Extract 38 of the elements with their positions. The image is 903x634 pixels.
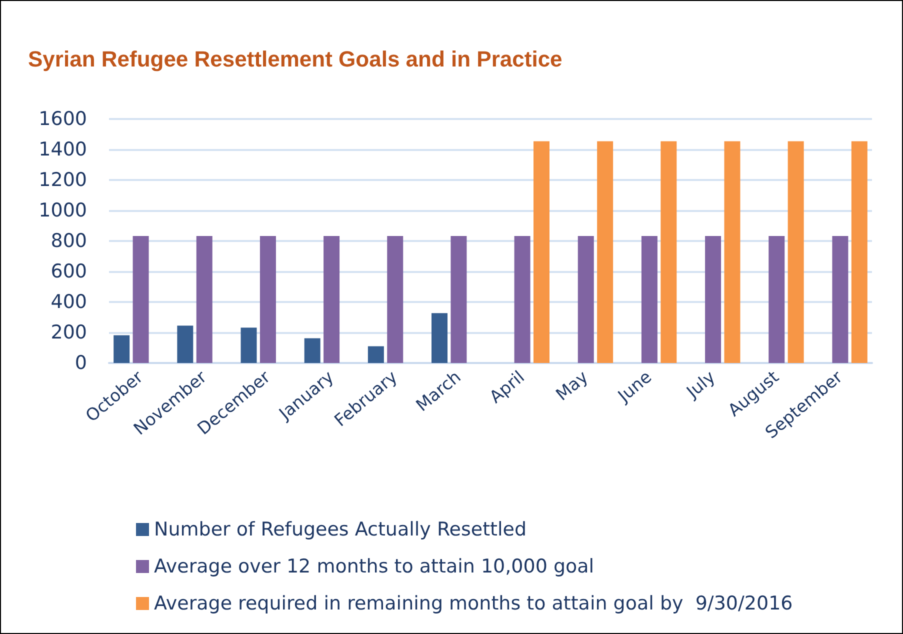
y-tick-label: 600 (50, 260, 87, 282)
bar (851, 141, 868, 363)
bar (832, 236, 848, 363)
bar (514, 236, 530, 363)
legend-label: Average required in remaining months to attain goal by 9/30/2016 (154, 592, 793, 614)
bar (324, 236, 340, 363)
y-tick-label: 800 (50, 230, 87, 252)
bar (432, 313, 448, 363)
y-tick-label: 1000 (38, 200, 87, 222)
y-tick-label: 1200 (38, 169, 87, 191)
bar (132, 236, 149, 363)
bar (114, 335, 130, 363)
y-tick-label: 0 (74, 352, 87, 374)
bar (240, 328, 257, 363)
bar (533, 141, 550, 363)
y-tick-label: 200 (50, 322, 87, 344)
x-tick-label: May (552, 367, 592, 406)
bar (304, 338, 320, 363)
legend-label: Average over 12 months to attain 10,000 goal (154, 556, 594, 578)
bar (578, 236, 594, 363)
bar (450, 236, 467, 363)
bar (641, 236, 658, 363)
bar (387, 236, 404, 363)
legend-label: Number of Refugees Actually Resettled (154, 518, 527, 540)
chart-title: Syrian Refugee Resettlement Goals and in Practice (28, 46, 562, 72)
bar (660, 141, 677, 363)
bar (788, 141, 804, 363)
y-tick-label: 400 (50, 291, 87, 313)
bar (705, 236, 722, 363)
bar (768, 236, 785, 363)
bar (724, 141, 740, 363)
bar (196, 236, 212, 363)
bar (260, 236, 276, 363)
bar (368, 346, 384, 363)
y-tick-label: 1400 (38, 138, 87, 160)
y-tick-label: 1600 (38, 108, 87, 130)
bar (597, 141, 614, 363)
bar (177, 326, 194, 363)
